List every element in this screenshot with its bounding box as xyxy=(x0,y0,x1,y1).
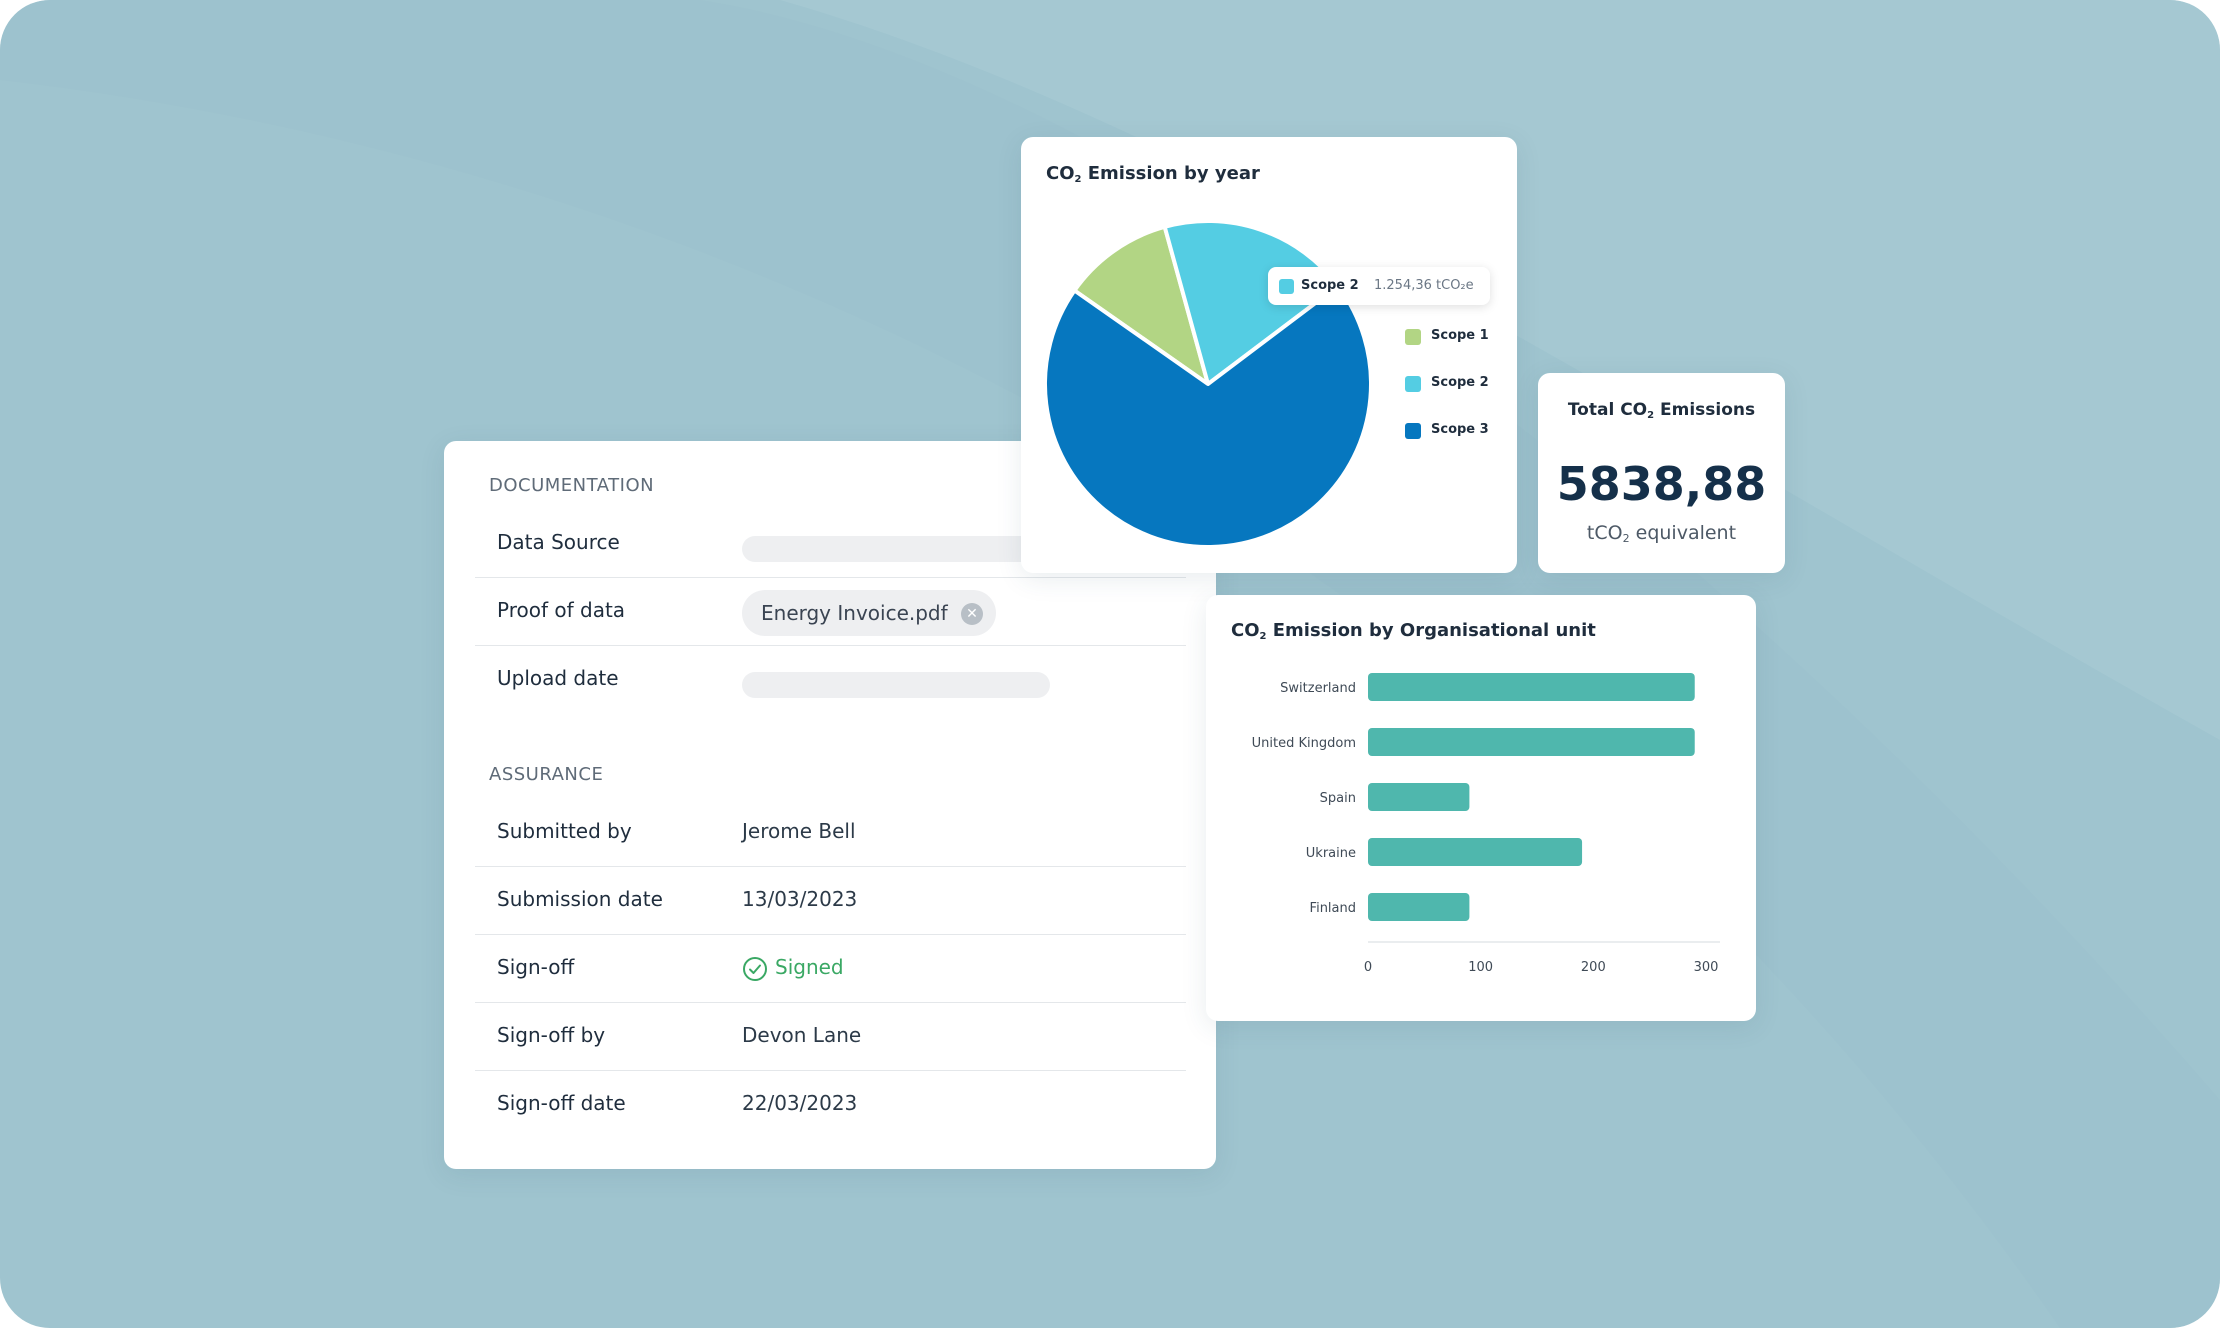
legend-swatch-scope3 xyxy=(1405,423,1421,439)
submitted-by-row: Submitted by Jerome Bell xyxy=(475,799,1186,867)
upload-date-placeholder xyxy=(742,672,1050,698)
tooltip-swatch xyxy=(1279,279,1294,294)
submitted-by-value: Jerome Bell xyxy=(742,819,856,843)
x-tick-label: 0 xyxy=(1364,960,1372,975)
data-source-row: Data Source xyxy=(475,510,1186,578)
file-chip[interactable]: Energy Invoice.pdf ✕ xyxy=(742,590,996,636)
bar-united-kingdom[interactable] xyxy=(1368,728,1695,756)
tooltip-series-value: 1.254,36 tCO₂e xyxy=(1374,278,1474,293)
total-emissions-title: Total CO2 Emissions xyxy=(1567,400,1756,421)
proof-of-data-row: Proof of data Energy Invoice.pdf ✕ xyxy=(475,578,1186,646)
remove-file-icon[interactable]: ✕ xyxy=(961,603,983,625)
data-source-placeholder xyxy=(742,536,1050,562)
file-chip-name: Energy Invoice.pdf xyxy=(761,601,948,625)
total-emissions-value: 5838,88 xyxy=(1556,457,1767,511)
submitted-by-label: Submitted by xyxy=(497,819,632,843)
bar-spain[interactable] xyxy=(1368,783,1470,811)
category-label: Ukraine xyxy=(1306,846,1356,861)
x-tick-label: 200 xyxy=(1581,960,1606,975)
pie-tooltip: Scope 2 1.254,36 tCO₂e xyxy=(1268,267,1490,305)
sign-off-by-label: Sign-off by xyxy=(497,1023,606,1047)
check-circle-icon xyxy=(743,957,767,981)
bar-switzerland[interactable] xyxy=(1368,673,1695,701)
pie-slice-scope-3[interactable] xyxy=(1043,283,1373,549)
documentation-section-title: DOCUMENTATION xyxy=(489,475,655,496)
sign-off-label: Sign-off xyxy=(497,955,575,979)
legend-swatch-scope2 xyxy=(1405,376,1421,392)
category-label: Spain xyxy=(1320,791,1356,806)
pie-card-title: CO2 Emission by year xyxy=(1046,163,1260,185)
upload-date-label: Upload date xyxy=(497,666,619,690)
total-emissions-card: Total CO2 Emissions 5838,88 tCO2 equival… xyxy=(1538,373,1785,573)
sign-off-date-row: Sign-off date 22/03/2023 xyxy=(475,1071,1186,1138)
emission-by-unit-card: CO2 Emission by Organisational unit Swit… xyxy=(1206,595,1756,1021)
sign-off-row: Sign-off Signed xyxy=(475,935,1186,1003)
submission-date-label: Submission date xyxy=(497,887,663,911)
x-tick-label: 300 xyxy=(1694,960,1719,975)
legend-swatch-scope1 xyxy=(1405,329,1421,345)
proof-of-data-label: Proof of data xyxy=(497,598,626,622)
bar-finland[interactable] xyxy=(1368,893,1470,921)
category-label: Finland xyxy=(1310,901,1356,916)
sign-off-status: Signed xyxy=(775,955,844,979)
emission-by-year-card: CO2 Emission by year Scope 2 1.254,36 tC… xyxy=(1021,137,1517,573)
pie-chart xyxy=(1043,219,1373,549)
bar-chart: Switzerland United Kingdom Spain Ukraine Fin… xyxy=(1252,673,1720,975)
bar-card-title: CO2 Emission by Organisational unit xyxy=(1231,620,1596,642)
legend-label-scope3: Scope 3 xyxy=(1431,422,1489,437)
upload-date-row: Upload date xyxy=(475,646,1186,713)
data-source-label: Data Source xyxy=(497,530,620,554)
tooltip-series-name: Scope 2 xyxy=(1301,278,1359,293)
sign-off-by-row: Sign-off by Devon Lane xyxy=(475,1003,1186,1071)
sign-off-date-label: Sign-off date xyxy=(497,1091,626,1115)
assurance-section-title: ASSURANCE xyxy=(489,764,604,785)
category-label: United Kingdom xyxy=(1252,736,1356,751)
total-emissions-unit: tCO2 equivalent xyxy=(1586,522,1737,545)
sign-off-by-value: Devon Lane xyxy=(742,1023,862,1047)
legend-label-scope1: Scope 1 xyxy=(1431,328,1489,343)
bar-ukraine[interactable] xyxy=(1368,838,1583,866)
submission-date-row: Submission date 13/03/2023 xyxy=(475,867,1186,935)
category-label: Switzerland xyxy=(1280,681,1356,696)
legend-label-scope2: Scope 2 xyxy=(1431,375,1489,390)
sign-off-date-value: 22/03/2023 xyxy=(742,1091,858,1115)
submission-date-value: 13/03/2023 xyxy=(742,887,858,911)
x-tick-label: 100 xyxy=(1468,960,1493,975)
